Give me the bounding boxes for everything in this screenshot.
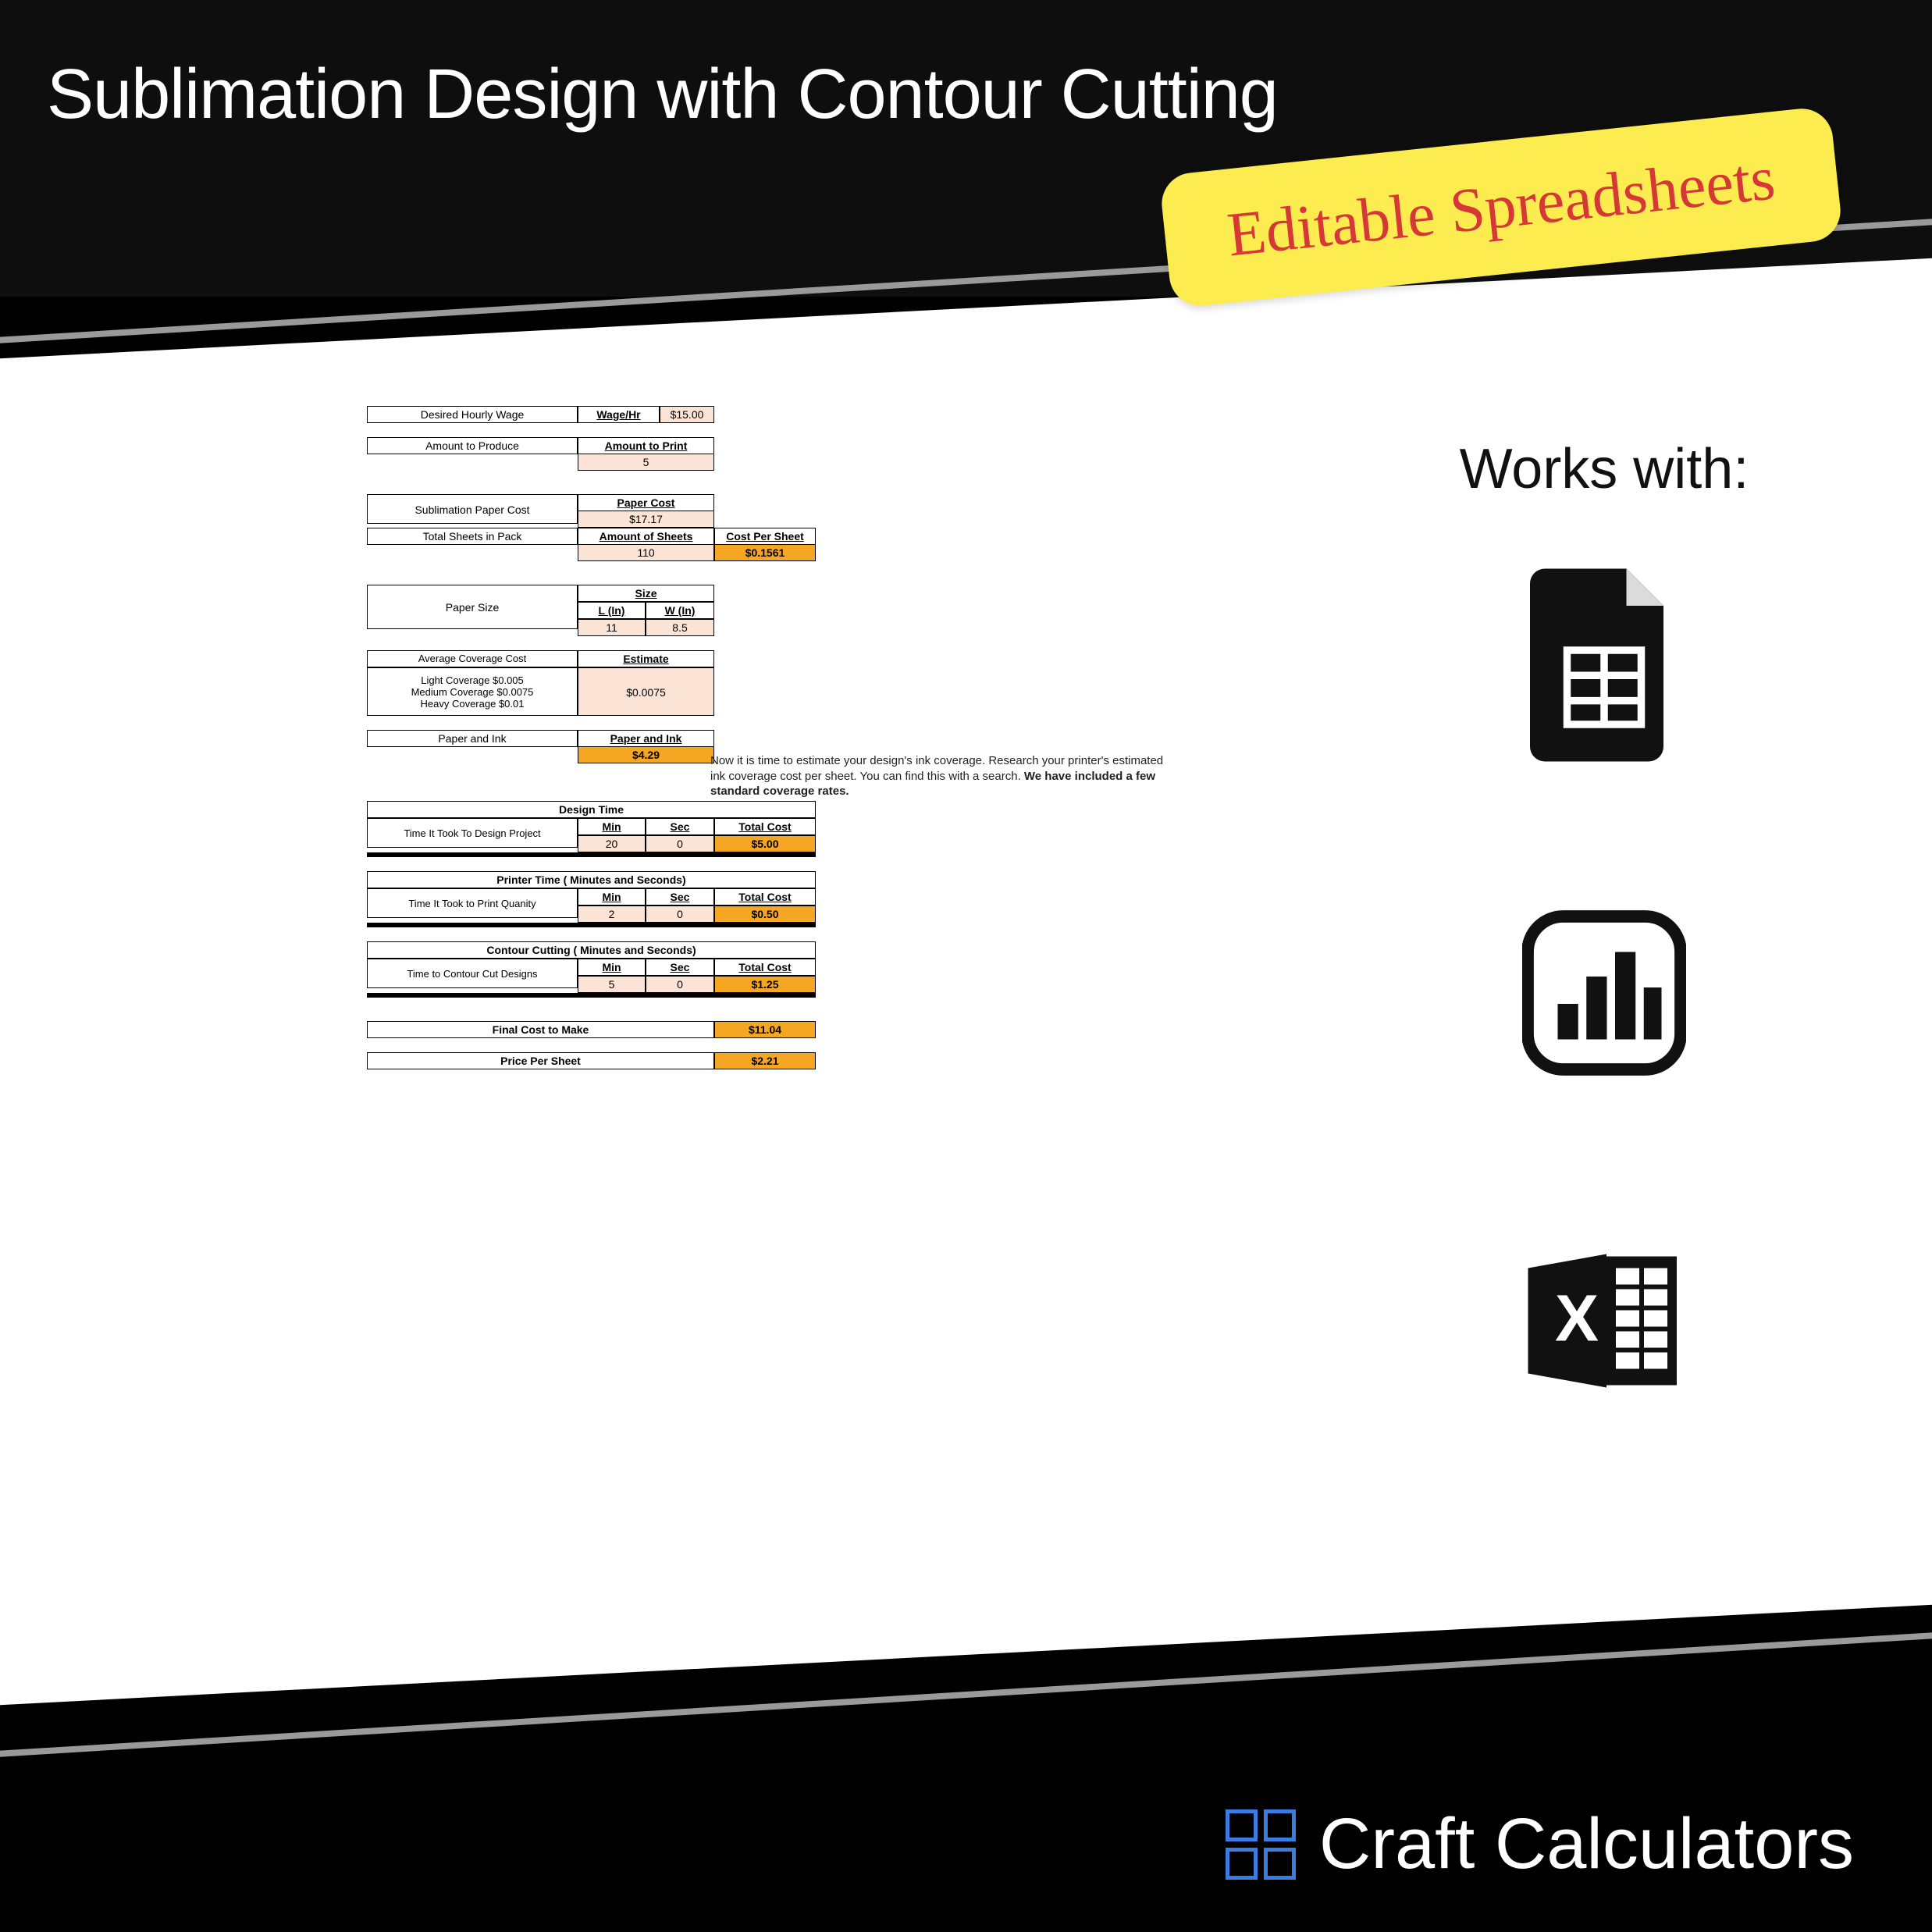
coverage-heavy: Heavy Coverage $0.01 xyxy=(371,698,574,710)
footer: Craft Calculators xyxy=(1226,1803,1854,1885)
coverage-examples: Light Coverage $0.005 Medium Coverage $0… xyxy=(367,667,578,716)
final-cost-value: $11.04 xyxy=(714,1021,816,1038)
coverage-light: Light Coverage $0.005 xyxy=(371,674,574,686)
design-time-title: Design Time xyxy=(367,801,816,818)
coverage-value[interactable]: $0.0075 xyxy=(578,667,714,716)
pt-cost: $0.50 xyxy=(714,906,816,923)
excel-icon: X xyxy=(1522,1219,1686,1422)
paperink-header: Paper and Ink xyxy=(578,730,714,747)
google-sheets-icon xyxy=(1522,564,1686,767)
wage-header: Wage/Hr xyxy=(578,406,660,423)
coverage-medium: Medium Coverage $0.0075 xyxy=(371,686,574,698)
ct-cost-h: Total Cost xyxy=(714,959,816,976)
dt-min[interactable]: 20 xyxy=(578,835,646,852)
pt-sec[interactable]: 0 xyxy=(646,906,714,923)
coverage-header: Estimate xyxy=(578,650,714,667)
numbers-icon xyxy=(1522,891,1686,1094)
dt-min-h: Min xyxy=(578,818,646,835)
pt-min[interactable]: 2 xyxy=(578,906,646,923)
ct-sec[interactable]: 0 xyxy=(646,976,714,993)
w-value[interactable]: 8.5 xyxy=(646,619,714,636)
dt-cost: $5.00 xyxy=(714,835,816,852)
size-header: Size xyxy=(578,585,714,602)
icon-stack: X xyxy=(1409,564,1799,1422)
works-with-label: Works with: xyxy=(1409,437,1799,501)
dt-sec-h: Sec xyxy=(646,818,714,835)
ct-min-h: Min xyxy=(578,959,646,976)
papercost-header: Paper Cost xyxy=(578,494,714,511)
coverage-label: Average Coverage Cost xyxy=(367,650,578,667)
contour-title: Contour Cutting ( Minutes and Seconds) xyxy=(367,941,816,959)
printer-time-title: Printer Time ( Minutes and Seconds) xyxy=(367,871,816,888)
dt-sec[interactable]: 0 xyxy=(646,835,714,852)
dt-cost-h: Total Cost xyxy=(714,818,816,835)
sheets-value[interactable]: 110 xyxy=(578,545,714,561)
brand-name: Craft Calculators xyxy=(1319,1803,1854,1885)
coverage-note: Now it is time to estimate your design's… xyxy=(710,753,1171,799)
sheets-header: Amount of Sheets xyxy=(578,528,714,545)
final-cost-label: Final Cost to Make xyxy=(367,1021,714,1038)
price-sheet-value: $2.21 xyxy=(714,1052,816,1069)
design-time-label: Time It Took To Design Project xyxy=(367,818,578,848)
divider-bar-3 xyxy=(367,993,816,998)
wage-label: Desired Hourly Wage xyxy=(367,406,578,423)
printer-time-label: Time It Took to Print Quanity xyxy=(367,888,578,918)
brand-logo-icon xyxy=(1226,1809,1296,1880)
wage-value[interactable]: $15.00 xyxy=(660,406,714,423)
w-header: W (In) xyxy=(646,602,714,619)
paperink-label: Paper and Ink xyxy=(367,730,578,747)
cost-per-sheet-header: Cost Per Sheet xyxy=(714,528,816,545)
l-header: L (In) xyxy=(578,602,646,619)
sheets-label: Total Sheets in Pack xyxy=(367,528,578,545)
spreadsheet: Desired Hourly Wage Wage/Hr $15.00 Amoun… xyxy=(367,406,929,1069)
page-title: Sublimation Design with Contour Cutting xyxy=(47,55,1278,135)
papercost-value[interactable]: $17.17 xyxy=(578,511,714,528)
amount-label: Amount to Produce xyxy=(367,437,578,454)
size-label: Paper Size xyxy=(367,585,578,629)
divider-bar-2 xyxy=(367,923,816,927)
l-value[interactable]: 11 xyxy=(578,619,646,636)
pt-cost-h: Total Cost xyxy=(714,888,816,906)
paperink-value: $4.29 xyxy=(578,747,714,763)
amount-header: Amount to Print xyxy=(578,437,714,454)
pt-sec-h: Sec xyxy=(646,888,714,906)
works-with-section: Works with: xyxy=(1409,437,1799,1422)
ct-cost: $1.25 xyxy=(714,976,816,993)
cost-per-sheet-value: $0.1561 xyxy=(714,545,816,561)
svg-text:X: X xyxy=(1555,1282,1599,1355)
pt-min-h: Min xyxy=(578,888,646,906)
divider-bar xyxy=(367,852,816,857)
price-sheet-label: Price Per Sheet xyxy=(367,1052,714,1069)
amount-value[interactable]: 5 xyxy=(578,454,714,471)
contour-label: Time to Contour Cut Designs xyxy=(367,959,578,988)
ct-min[interactable]: 5 xyxy=(578,976,646,993)
ct-sec-h: Sec xyxy=(646,959,714,976)
papercost-label: Sublimation Paper Cost xyxy=(367,494,578,524)
